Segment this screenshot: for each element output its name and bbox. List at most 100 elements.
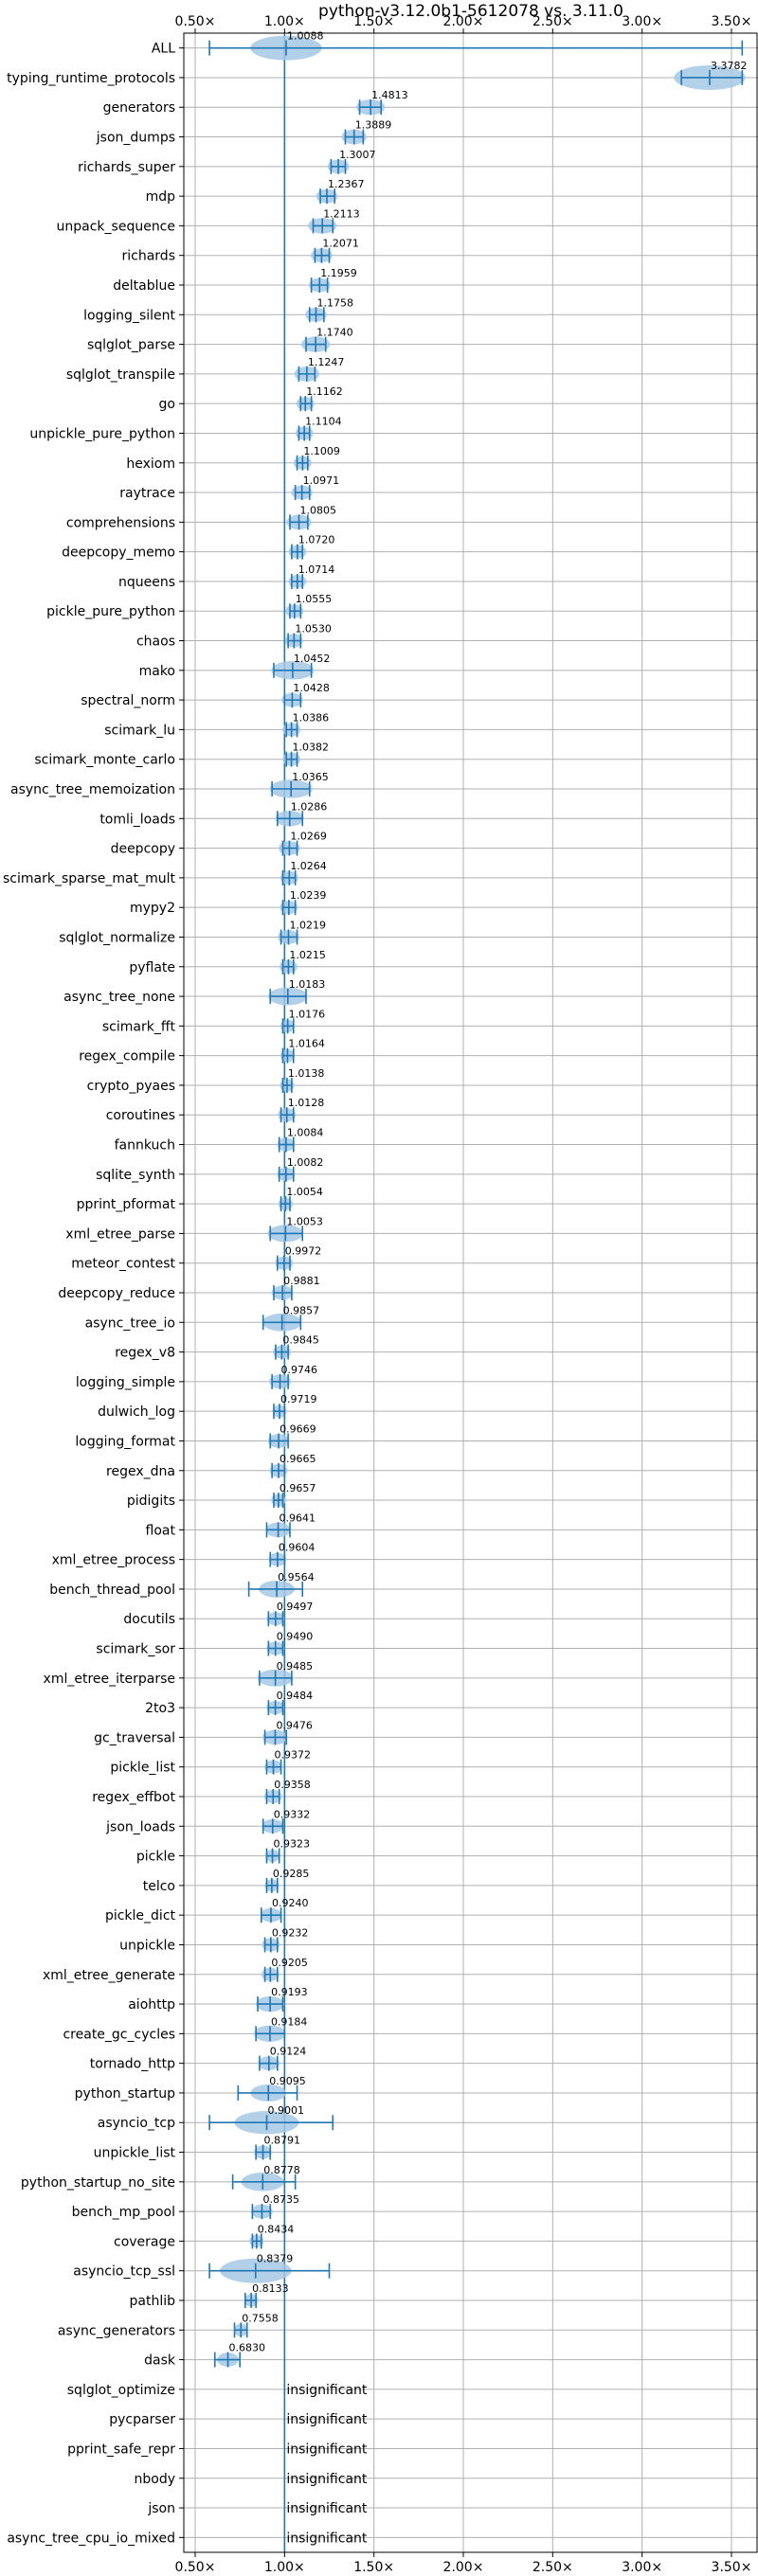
row-label: scimark_sor <box>96 1642 175 1657</box>
value-label: 0.9845 <box>282 1334 319 1347</box>
row-label: sqlite_synth <box>96 1168 175 1183</box>
value-label: 1.1758 <box>317 296 354 309</box>
row-label: async_tree_none <box>63 990 175 1005</box>
labels-layer: 0.50× 0.50× 1.00× 1.00× 1.50× 1.50× 2.00× 2.00×… <box>3 14 751 2575</box>
value-label: 1.0082 <box>287 1156 324 1169</box>
value-label: 0.9240 <box>272 1897 309 1909</box>
value-label: 1.1959 <box>320 267 357 279</box>
row-label: float <box>146 1523 176 1538</box>
row-label: sqlglot_normalize <box>59 930 175 945</box>
x-tick-label-bottom: 1.50× <box>353 2560 394 2575</box>
value-label: 0.9746 <box>281 1364 318 1376</box>
row-label: pyflate <box>129 960 175 975</box>
row-label: json_dumps <box>96 131 175 146</box>
row-label: deepcopy_reduce <box>58 1286 175 1301</box>
value-label: 0.9332 <box>274 1808 311 1820</box>
row-label: pickle_dict <box>105 1908 176 1923</box>
value-label: 1.1162 <box>306 385 343 398</box>
row-label: json_loads <box>105 1819 175 1834</box>
value-label: 0.9665 <box>280 1453 316 1465</box>
value-label: 0.9972 <box>285 1245 322 1258</box>
value-label: 0.9124 <box>270 2046 307 2058</box>
x-tick-label-top: 3.50× <box>712 14 752 29</box>
value-label: 1.0054 <box>286 1186 323 1198</box>
row-label: dask <box>144 2353 176 2369</box>
value-label: 0.9372 <box>274 1749 311 1762</box>
value-label: 1.2071 <box>322 238 359 250</box>
insignificant-label: insignificant <box>286 2442 368 2457</box>
row-label: richards_super <box>78 160 175 175</box>
row-label: nbody <box>135 2472 176 2487</box>
row-label: asyncio_tcp_ssl <box>73 2264 175 2280</box>
row-label: dulwich_log <box>98 1404 175 1420</box>
insignificant-label: insignificant <box>286 2501 368 2516</box>
row-label: async_tree_memoization <box>10 782 175 797</box>
value-label: 0.9881 <box>283 1275 320 1287</box>
row-label: mypy2 <box>130 901 175 916</box>
row-label: pickle <box>136 1850 175 1865</box>
value-label: 1.0215 <box>289 949 326 961</box>
value-label: 1.0530 <box>295 623 332 635</box>
value-label: 0.8379 <box>257 2253 294 2265</box>
value-label: 1.0286 <box>291 800 328 813</box>
row-label: regex_dna <box>106 1464 175 1479</box>
row-label: pickle_list <box>110 1761 175 1776</box>
x-tick-label-bottom: 0.50× <box>175 2560 216 2575</box>
row-label: sqlglot_parse <box>87 338 175 353</box>
row-label: create_gc_cycles <box>63 2027 175 2042</box>
row-label: bench_mp_pool <box>72 2205 175 2220</box>
row-label: pickle_pure_python <box>46 604 175 619</box>
row-label: regex_effbot <box>92 1790 175 1805</box>
row-label: regex_compile <box>79 1049 175 1064</box>
row-label: python_startup_no_site <box>21 2175 175 2191</box>
value-label: 1.0971 <box>303 474 340 487</box>
value-label: 0.9485 <box>277 1660 314 1673</box>
chart-title: python-v3.12.0b1-5612078 vs. 3.11.0 <box>318 2 623 21</box>
value-label: 0.9669 <box>280 1422 316 1435</box>
row-label: go <box>159 397 175 412</box>
row-label: 2to3 <box>145 1701 175 1716</box>
marks-layer <box>208 35 746 2368</box>
row-label: fannkuch <box>115 1138 175 1154</box>
x-tick-label-top: 0.50× <box>175 14 216 29</box>
row-label: comprehensions <box>66 515 175 530</box>
value-label: 0.9476 <box>276 1719 313 1731</box>
value-label: 1.0053 <box>286 1215 323 1227</box>
value-label: 1.2113 <box>323 207 360 220</box>
value-label: 1.0264 <box>290 860 327 872</box>
insignificant-label: insignificant <box>286 2472 368 2487</box>
row-label: xml_etree_parse <box>65 1226 175 1242</box>
value-label: 1.0365 <box>292 771 329 783</box>
value-label: 1.3007 <box>339 149 376 161</box>
value-label: 1.1740 <box>316 327 353 339</box>
value-label: 0.9001 <box>267 2104 304 2117</box>
row-label: gc_traversal <box>94 1730 175 1745</box>
x-tick-label-top: 3.00× <box>622 14 662 29</box>
row-label: xml_etree_generate <box>43 1968 175 1983</box>
value-label: 0.9564 <box>278 1571 315 1583</box>
row-label: meteor_contest <box>71 1257 175 1272</box>
value-label: 1.0128 <box>288 1097 325 1109</box>
row-label: logging_simple <box>76 1375 175 1390</box>
x-tick-label-bottom: 3.00× <box>622 2560 662 2575</box>
value-label: 0.9184 <box>271 2015 308 2028</box>
value-label: 0.9604 <box>279 1542 316 1554</box>
row-label: python_startup <box>75 2086 175 2102</box>
row-label: generators <box>103 100 175 116</box>
row-label: deltablue <box>113 278 175 294</box>
row-label: xml_etree_iterparse <box>44 1672 175 1687</box>
value-label: 1.0555 <box>296 593 333 605</box>
value-label: 1.0805 <box>300 504 337 516</box>
value-label: 0.7558 <box>242 2312 278 2324</box>
value-label: 0.8133 <box>252 2282 289 2295</box>
x-tick-label-bottom: 3.50× <box>712 2560 752 2575</box>
plot-frame <box>183 32 758 2553</box>
row-label: coroutines <box>106 1108 175 1123</box>
row-label: mdp <box>146 189 176 205</box>
row-label: raytrace <box>119 486 175 501</box>
value-label: 1.0428 <box>293 682 330 694</box>
row-label: mako <box>139 664 175 679</box>
value-label: 0.9857 <box>283 1304 320 1316</box>
row-label: bench_thread_pool <box>49 1583 175 1598</box>
